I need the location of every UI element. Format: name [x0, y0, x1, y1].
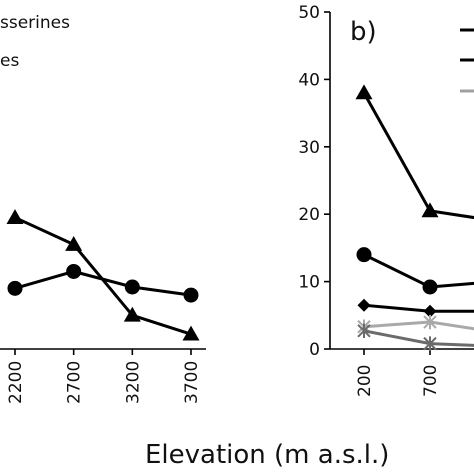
data-point	[423, 314, 437, 330]
x-tick-label: 200	[355, 365, 375, 397]
y-tick-label: 40	[298, 70, 320, 90]
data-point	[355, 84, 373, 100]
data-point	[183, 287, 199, 303]
panel-b: 0 10 20 30 40 50 200 700 b)	[298, 3, 474, 397]
data-point	[182, 325, 200, 341]
data-point	[357, 323, 371, 339]
data-point	[65, 236, 83, 251]
series-line	[363, 320, 474, 331]
panel-a: 2200 2700 3200 3700 sserines es	[0, 13, 206, 404]
x-tick-label: 2700	[65, 361, 85, 404]
data-point	[421, 202, 439, 218]
data-point	[422, 279, 438, 295]
x-tick-label: 3200	[123, 361, 143, 404]
series-line	[363, 329, 474, 347]
series-line	[363, 303, 474, 313]
y-tick-label: 0	[309, 340, 320, 360]
data-point	[7, 280, 23, 296]
data-point	[423, 304, 437, 318]
y-tick-label: 30	[298, 138, 320, 158]
y-tick-label: 10	[298, 273, 320, 293]
series-line	[14, 216, 192, 336]
x-tick-label: 2200	[6, 361, 26, 404]
legend-entry: sserines	[0, 13, 70, 33]
data-point	[6, 209, 24, 224]
y-tick-label: 20	[298, 205, 320, 225]
data-point	[356, 247, 372, 263]
y-tick-label: 50	[298, 3, 320, 23]
x-axis-label: Elevation (m a.s.l.)	[145, 440, 389, 470]
data-point	[423, 336, 437, 351]
series-line	[14, 269, 192, 297]
data-point	[66, 263, 82, 279]
x-tick-label: 700	[421, 365, 441, 397]
series-line	[362, 92, 474, 220]
panel-label: b)	[350, 17, 377, 47]
data-point	[123, 306, 141, 322]
legend-entry: es	[0, 51, 19, 71]
data-point	[357, 298, 371, 312]
x-tick-label: 3700	[182, 361, 202, 404]
data-point	[124, 279, 140, 295]
series-line	[363, 253, 474, 289]
